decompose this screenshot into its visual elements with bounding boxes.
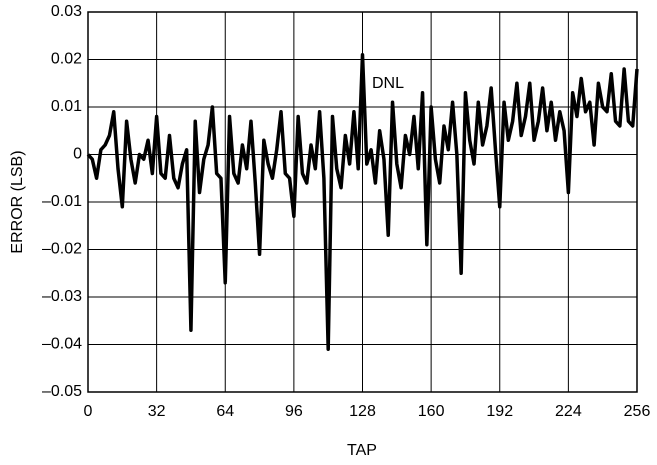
x-axis-label: TAP <box>347 442 377 459</box>
x-tick-label: 128 <box>349 403 376 420</box>
y-tick-label: 0.02 <box>51 51 82 68</box>
x-tick-label: 224 <box>555 403 582 420</box>
y-tick-label: –0.01 <box>42 193 82 210</box>
x-tick-label: 192 <box>486 403 513 420</box>
data-line <box>86 53 639 351</box>
y-tick-label: –0.03 <box>42 288 82 305</box>
x-tick-label: 256 <box>624 403 651 420</box>
y-axis-label: ERROR (LSB) <box>9 150 26 253</box>
y-tick-label: 0.01 <box>51 98 82 115</box>
x-tick-label: 0 <box>84 403 93 420</box>
x-tick-label: 32 <box>148 403 166 420</box>
x-tick-label: 96 <box>285 403 303 420</box>
y-tick-label: –0.04 <box>42 336 82 353</box>
y-tick-label: –0.02 <box>42 241 82 258</box>
annotation: DNL <box>372 75 404 92</box>
x-tick-label: 64 <box>216 403 234 420</box>
y-tick-label: 0.03 <box>51 3 82 20</box>
y-tick-label: –0.05 <box>42 383 82 400</box>
y-tick-label: 0 <box>73 146 82 163</box>
x-tick-label: 160 <box>418 403 445 420</box>
